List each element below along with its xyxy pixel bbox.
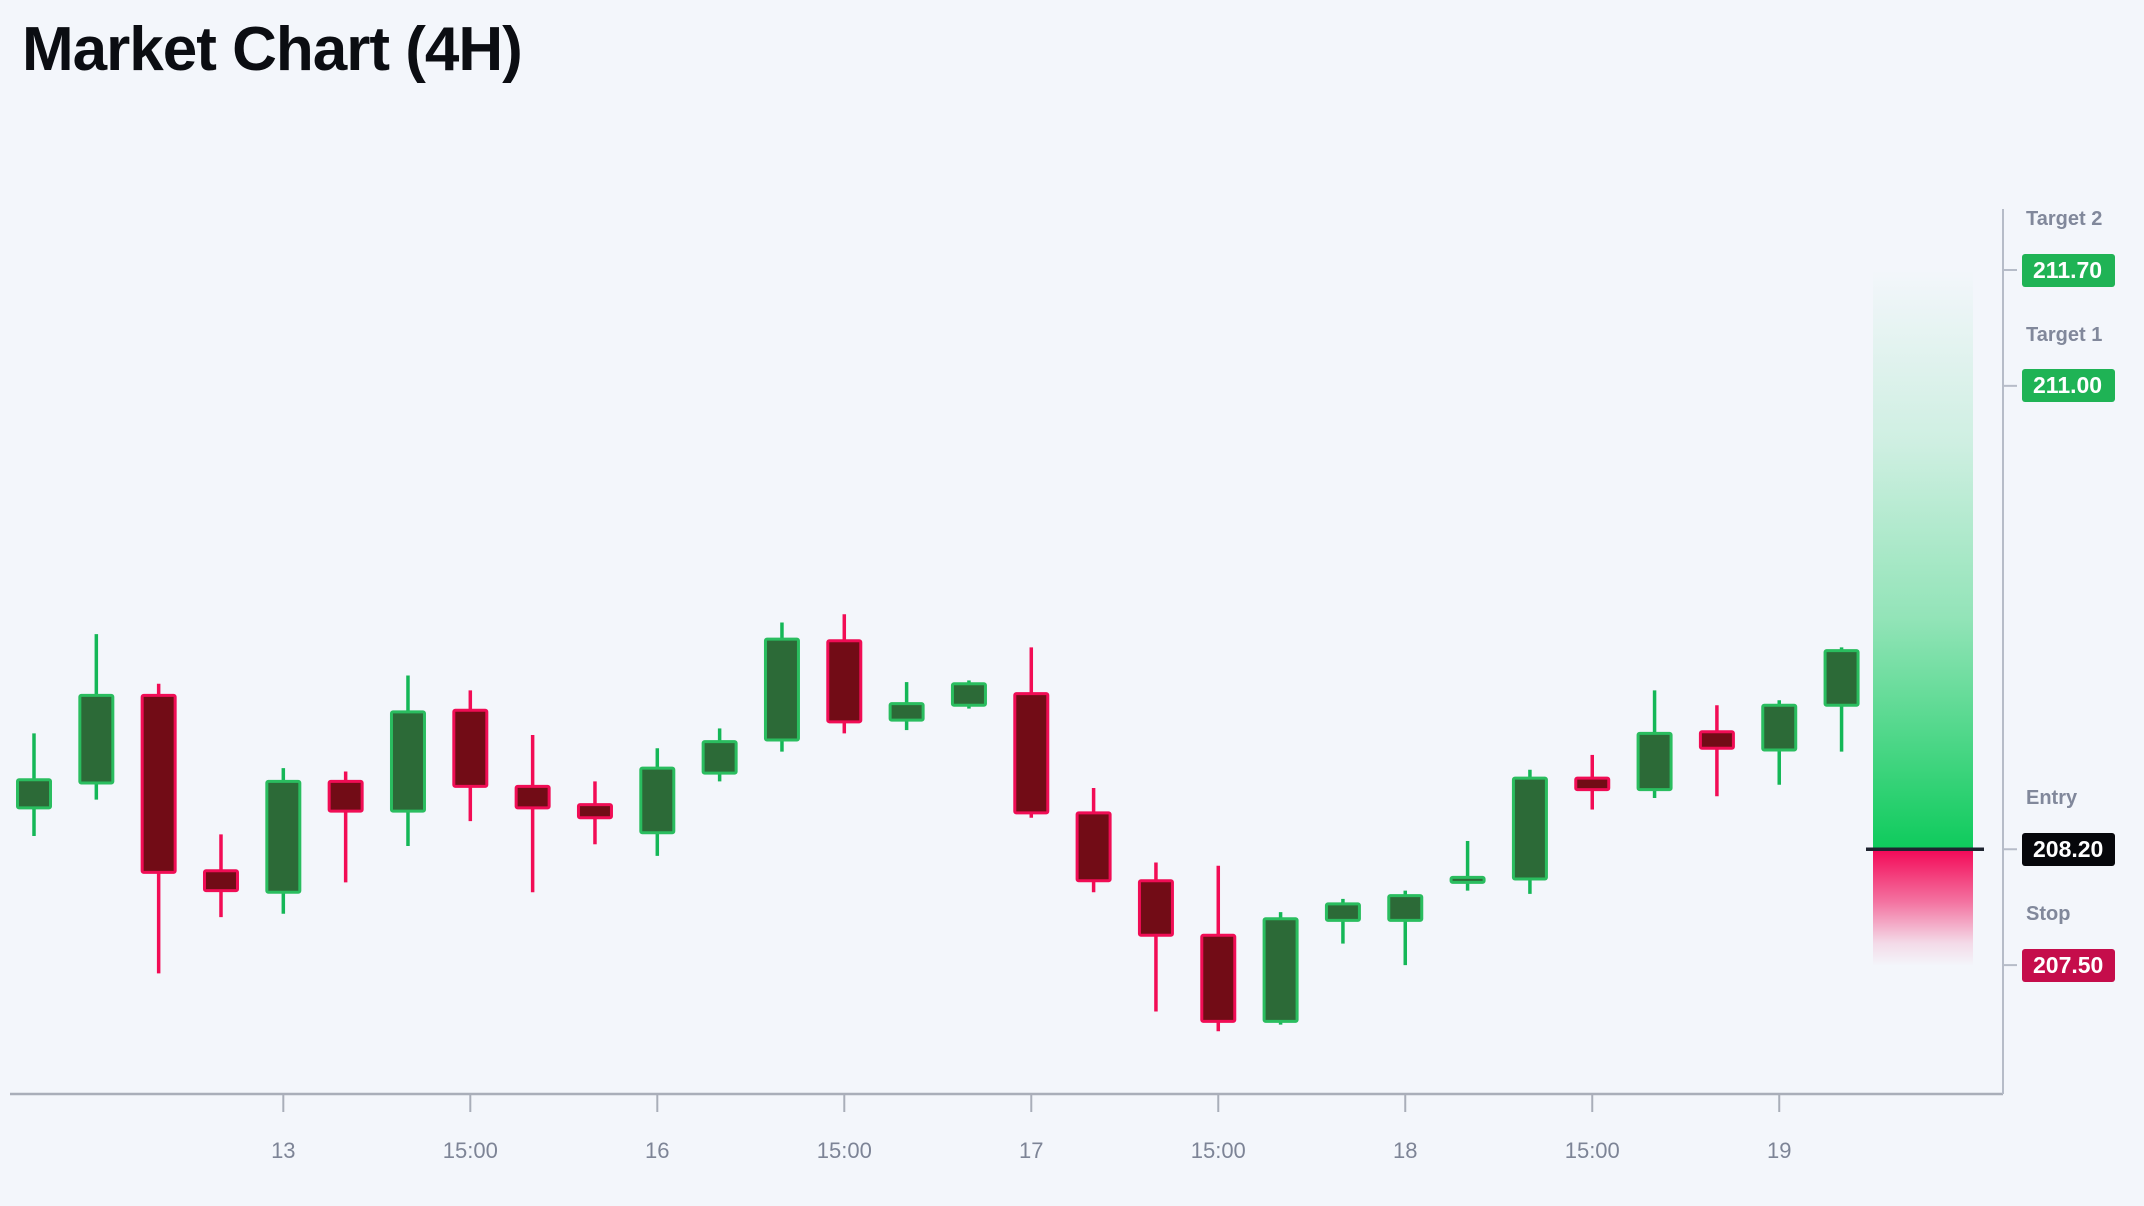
candle-body	[1387, 894, 1424, 922]
candle-24	[1511, 769, 1548, 894]
candle-body	[639, 766, 676, 835]
candle-15	[950, 680, 987, 709]
x-axis-tick-label: 15:00	[1565, 1138, 1620, 1163]
candle-body	[1137, 879, 1174, 937]
x-axis-tick-label: 15:00	[817, 1138, 872, 1163]
candle-body	[265, 779, 302, 894]
candle-body	[763, 637, 800, 742]
candle-body	[1075, 811, 1112, 883]
candle-5	[327, 771, 364, 883]
candle-2	[140, 683, 177, 974]
candle-body	[1574, 776, 1611, 792]
candle-1	[78, 634, 115, 800]
candle-27	[1698, 705, 1735, 797]
candle-21	[1324, 898, 1361, 944]
candle-body	[1636, 731, 1673, 792]
candle-25	[1574, 754, 1611, 810]
candle-23	[1449, 840, 1486, 891]
candle-body	[1262, 917, 1299, 1023]
x-axis-tick-label: 13	[271, 1138, 295, 1163]
candle-body	[1511, 776, 1548, 881]
candle-9	[576, 781, 613, 845]
candle-body	[1324, 902, 1361, 922]
candle-body	[950, 682, 987, 707]
candle-body	[888, 702, 925, 722]
candle-body	[576, 803, 613, 820]
candle-body	[16, 778, 52, 810]
candle-body	[452, 708, 489, 788]
x-axis-tick-label: 15:00	[1191, 1138, 1246, 1163]
profit-zone	[1873, 270, 1973, 850]
candle-body	[514, 784, 551, 810]
candle-19	[1200, 865, 1237, 1032]
candle-body	[1200, 933, 1237, 1023]
candle-body	[140, 693, 177, 874]
candle-28	[1761, 700, 1798, 785]
candle-20	[1262, 912, 1299, 1025]
candle-11	[701, 728, 738, 782]
risk-zone	[1873, 850, 1973, 967]
candle-18	[1137, 862, 1174, 1012]
candle-body	[202, 869, 239, 893]
candle-22	[1387, 890, 1424, 966]
candle-17	[1075, 788, 1112, 893]
candle-body	[1761, 703, 1798, 752]
candle-4	[265, 768, 302, 914]
candle-body	[826, 639, 863, 724]
candle-body	[78, 693, 115, 785]
candle-12	[763, 622, 800, 752]
candle-body	[389, 710, 426, 813]
candle-7	[452, 690, 489, 822]
candle-body	[1823, 649, 1860, 707]
x-axis-tick-label: 18	[1393, 1138, 1417, 1163]
candle-body	[1013, 692, 1050, 815]
candle-8	[514, 735, 551, 893]
x-axis-tick-label: 19	[1767, 1138, 1791, 1163]
candle-16	[1013, 647, 1050, 818]
candle-body	[701, 740, 738, 775]
candle-body	[1698, 730, 1735, 750]
candle-body	[1449, 875, 1486, 884]
candle-10	[639, 748, 676, 856]
candle-body	[327, 779, 364, 813]
candle-26	[1636, 690, 1673, 798]
candle-3	[202, 834, 239, 918]
x-axis-tick-label: 15:00	[443, 1138, 498, 1163]
candle-14	[888, 682, 925, 731]
candle-0	[16, 733, 52, 837]
candle-6	[389, 675, 426, 846]
x-axis-tick-label: 16	[645, 1138, 669, 1163]
candle-13	[826, 614, 863, 734]
page-title: Market Chart (4H)	[22, 15, 523, 84]
x-axis-tick-label: 17	[1019, 1138, 1043, 1163]
candle-29	[1823, 647, 1860, 752]
